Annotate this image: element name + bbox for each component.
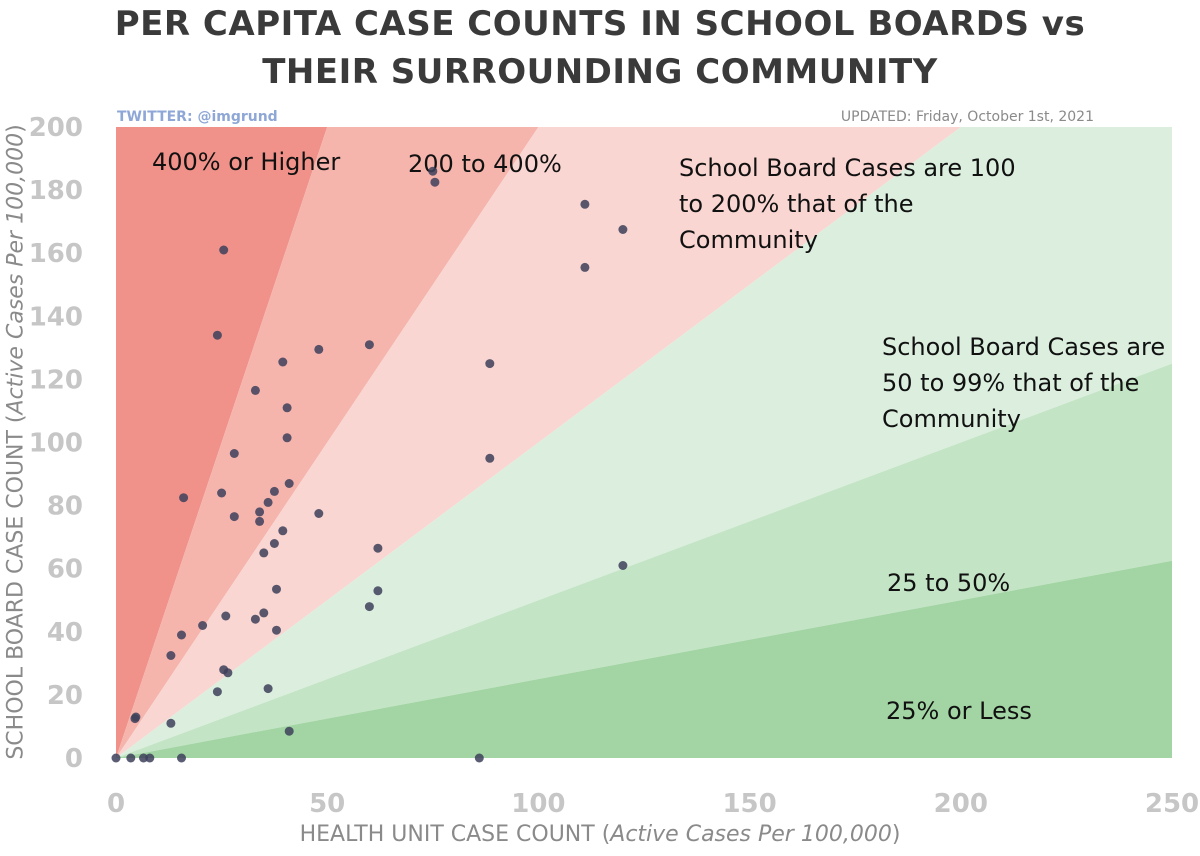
data-point-10 bbox=[177, 630, 186, 640]
data-point-16 bbox=[219, 245, 229, 255]
data-point-12 bbox=[198, 621, 208, 630]
x-tick-label-0: 0 bbox=[107, 789, 125, 819]
data-point-38 bbox=[284, 479, 294, 488]
data-point-0 bbox=[111, 753, 121, 763]
data-point-53 bbox=[618, 561, 628, 570]
y-tick-label-10: 200 bbox=[29, 113, 83, 143]
y-axis-label-main: SCHOOL BOARD CASE COUNT ( bbox=[3, 414, 29, 760]
region-label-r50-line-2: Community bbox=[882, 405, 1021, 433]
data-point-2 bbox=[139, 753, 148, 763]
data-point-3 bbox=[145, 753, 155, 763]
data-point-13 bbox=[212, 687, 222, 697]
data-point-11 bbox=[179, 493, 189, 503]
y-axis-label: SCHOOL BOARD CASE COUNT (Active Cases Pe… bbox=[4, 124, 29, 759]
data-point-37 bbox=[282, 433, 292, 443]
data-point-31 bbox=[269, 539, 279, 548]
data-point-9 bbox=[166, 651, 176, 660]
data-point-4 bbox=[177, 753, 186, 763]
region-band-3 bbox=[116, 127, 1172, 758]
data-point-19 bbox=[223, 668, 233, 678]
data-point-8 bbox=[166, 718, 176, 728]
updated-date: UPDATED: Friday, October 1st, 2021 bbox=[840, 109, 1094, 125]
x-tick-label-4: 200 bbox=[934, 789, 988, 819]
data-point-41 bbox=[314, 509, 324, 518]
data-point-25 bbox=[255, 507, 265, 517]
data-point-35 bbox=[278, 526, 288, 536]
data-point-50 bbox=[580, 199, 590, 209]
data-point-14 bbox=[212, 330, 222, 340]
twitter-credit: TWITTER: @imgrund bbox=[117, 109, 278, 125]
data-point-39 bbox=[284, 726, 294, 736]
data-point-42 bbox=[364, 340, 374, 350]
y-tick-label-1: 20 bbox=[47, 681, 83, 711]
chart-title-line-1: PER CAPITA CASE COUNTS IN SCHOOL BOARDS … bbox=[114, 4, 1086, 44]
data-point-30 bbox=[269, 486, 279, 496]
data-point-49 bbox=[485, 453, 495, 463]
data-point-29 bbox=[263, 684, 273, 694]
data-point-33 bbox=[272, 625, 281, 635]
y-tick-label-3: 60 bbox=[47, 555, 83, 585]
y-axis-label-italic: Active Cases Per 100,000 bbox=[3, 132, 29, 415]
data-point-40 bbox=[314, 344, 324, 354]
region-band-4 bbox=[116, 363, 1172, 758]
y-tick-label-0: 0 bbox=[65, 744, 83, 774]
data-point-48 bbox=[485, 359, 495, 369]
data-point-22 bbox=[250, 385, 260, 395]
data-point-47 bbox=[430, 177, 440, 187]
region-label-r25-line-0: 25 to 50% bbox=[887, 569, 1010, 597]
y-tick-label-7: 140 bbox=[29, 302, 83, 332]
x-tick-label-1: 50 bbox=[309, 789, 345, 819]
data-point-51 bbox=[580, 262, 590, 272]
data-point-18 bbox=[221, 611, 231, 621]
region-label-r100-line-0: School Board Cases are 100 bbox=[679, 154, 1016, 182]
x-axis-label-end: ) bbox=[891, 822, 901, 847]
data-point-1 bbox=[126, 753, 136, 763]
data-point-45 bbox=[373, 586, 383, 596]
chart-title-line-2: THEIR SURROUNDING COMMUNITY bbox=[262, 52, 938, 92]
region-band-5 bbox=[116, 560, 1172, 758]
data-point-21 bbox=[229, 512, 239, 522]
data-point-43 bbox=[364, 602, 374, 612]
data-point-34 bbox=[278, 357, 288, 367]
data-point-26 bbox=[259, 548, 269, 558]
y-axis-label-end: ) bbox=[3, 124, 29, 133]
y-tick-label-6: 120 bbox=[29, 365, 83, 395]
data-point-15 bbox=[217, 488, 227, 498]
data-point-23 bbox=[250, 614, 260, 624]
data-point-32 bbox=[272, 584, 281, 594]
x-tick-label-5: 250 bbox=[1145, 789, 1199, 819]
region-label-r0-line-0: 25% or Less bbox=[886, 697, 1032, 725]
y-tick-label-4: 80 bbox=[47, 492, 83, 522]
data-point-5 bbox=[474, 753, 484, 763]
data-point-44 bbox=[373, 543, 383, 553]
data-point-24 bbox=[255, 516, 265, 526]
x-axis-label-italic: Active Cases Per 100,000 bbox=[610, 822, 892, 847]
data-point-36 bbox=[282, 403, 292, 413]
data-point-20 bbox=[229, 449, 239, 458]
x-tick-label-3: 150 bbox=[722, 789, 776, 819]
region-label-r50-line-0: School Board Cases are bbox=[882, 333, 1165, 361]
region-label-r50-line-1: 50 to 99% that of the bbox=[882, 369, 1139, 397]
y-tick-label-2: 40 bbox=[47, 618, 83, 648]
region-label-r100-line-1: to 200% that of the bbox=[679, 190, 913, 218]
data-point-7 bbox=[131, 712, 141, 722]
data-point-27 bbox=[259, 608, 269, 618]
x-axis-label: HEALTH UNIT CASE COUNT (Active Cases Per… bbox=[0, 822, 1200, 847]
region-label-r100-line-2: Community bbox=[679, 226, 818, 254]
x-axis-label-main: HEALTH UNIT CASE COUNT ( bbox=[299, 822, 611, 847]
data-point-46 bbox=[428, 166, 438, 176]
x-tick-label-2: 100 bbox=[511, 789, 565, 819]
y-tick-label-8: 160 bbox=[29, 239, 83, 269]
region-label-r400-line-0: 400% or Higher bbox=[152, 148, 340, 176]
y-tick-label-9: 180 bbox=[29, 176, 83, 206]
data-point-52 bbox=[618, 225, 628, 234]
y-tick-label-5: 100 bbox=[29, 429, 83, 459]
data-point-28 bbox=[263, 497, 273, 507]
